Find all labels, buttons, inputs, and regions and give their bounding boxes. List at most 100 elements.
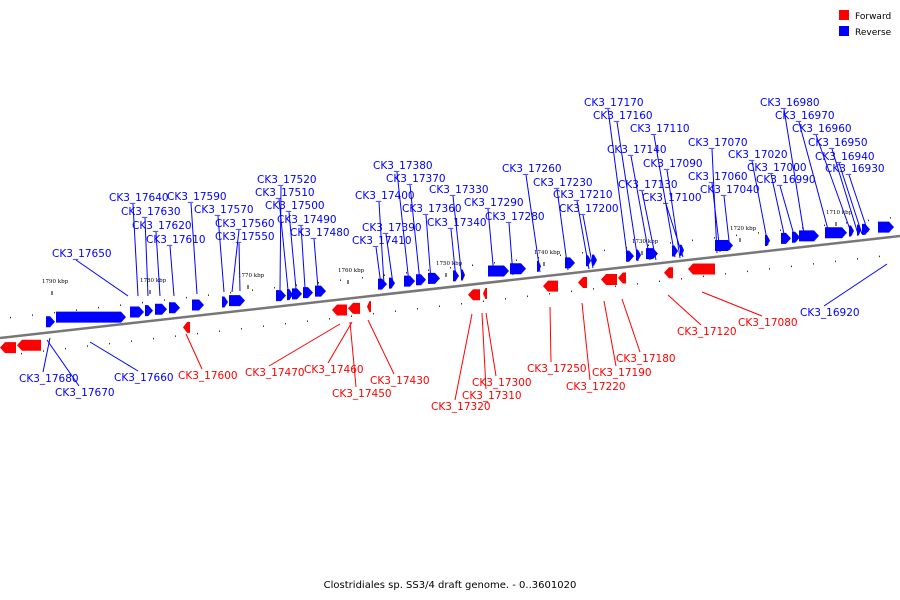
reverse-gene-label: CK3_17110: [630, 123, 690, 135]
reverse-gene-label: CK3_17130: [618, 179, 678, 191]
reverse-leader: [665, 203, 684, 258]
minor-mark: [461, 303, 462, 305]
reverse-gene: [592, 254, 597, 266]
minor-mark: [560, 254, 561, 257]
reverse-leader: [231, 229, 240, 293]
reverse-gene: [680, 244, 684, 256]
forward-gene: [601, 273, 617, 285]
minor-mark: [516, 259, 517, 262]
minor-mark: [857, 258, 858, 260]
reverse-gene-label: CK3_17630: [121, 206, 181, 218]
forward-gene-label: CK3_17600: [178, 370, 238, 382]
reverse-gene-label: CK3_17100: [642, 192, 702, 204]
minor-mark: [450, 267, 451, 269]
minor-mark: [637, 283, 638, 285]
reverse-gene-label: CK3_17070: [688, 137, 748, 149]
minor-mark: [505, 298, 506, 300]
reverse-leader: [144, 217, 149, 297]
reverse-gene-label: CK3_17090: [643, 158, 703, 170]
reverse-gene-label: CK3_17620: [132, 220, 192, 232]
reverse-gene: [56, 311, 126, 323]
minor-mark: [571, 290, 572, 293]
reverse-gene-label: CK3_17210: [553, 189, 613, 201]
minor-mark: [131, 340, 132, 342]
reverse-gene: [46, 316, 55, 328]
reverse-leader: [378, 201, 385, 285]
reverse-gene-label: CK3_17570: [194, 204, 254, 216]
minor-mark: [472, 264, 473, 267]
reverse-gene: [849, 225, 854, 237]
reverse-gene: [378, 278, 387, 290]
minor-mark: [879, 255, 880, 258]
minor-mark: [10, 316, 11, 319]
reverse-gene-label: CK3_17340: [427, 217, 487, 229]
minor-mark: [87, 345, 88, 347]
reverse-gene-label: CK3_17200: [559, 203, 619, 215]
minor-mark: [813, 263, 814, 265]
reverse-gene-label: CK3_17660: [114, 372, 174, 384]
minor-mark: [98, 306, 99, 309]
minor-mark: [835, 260, 836, 263]
forward-gene-label: CK3_17190: [592, 367, 652, 379]
reverse-gene: [488, 265, 509, 277]
reverse-leader: [831, 148, 859, 235]
reverse-gene: [192, 299, 204, 311]
minor-mark: [230, 291, 231, 294]
reverse-gene: [303, 287, 313, 299]
minor-mark: [65, 347, 66, 350]
legend-forward-swatch: [839, 10, 849, 20]
reverse-leader: [375, 246, 382, 286]
reverse-gene-label: CK3_17550: [215, 231, 275, 243]
reverse-gene-label: CK3_17230: [533, 177, 593, 189]
reverse-leader: [450, 228, 457, 280]
minor-mark: [714, 237, 715, 239]
minor-mark: [681, 278, 682, 280]
reverse-gene: [229, 295, 245, 307]
tick-label: 1710 kbp: [826, 210, 853, 216]
reverse-gene-label: CK3_16920: [800, 307, 860, 319]
reverse-gene-label: CK3_17500: [265, 200, 325, 212]
minor-mark: [428, 269, 429, 271]
minor-mark: [824, 224, 825, 227]
minor-mark: [296, 284, 297, 286]
forward-gene: [0, 342, 16, 354]
minor-mark: [109, 342, 110, 345]
reverse-leader: [582, 214, 594, 269]
reverse-leader: [783, 108, 806, 241]
minor-mark: [252, 289, 253, 291]
forward-gene: [348, 302, 360, 314]
reverse-leader: [607, 108, 629, 263]
reverse-leader: [217, 215, 225, 293]
forward-leader: [581, 302, 591, 381]
reverse-gene-label: CK3_16950: [808, 137, 868, 149]
forward-leader: [481, 312, 487, 390]
forward-leader: [185, 333, 203, 370]
legend-forward-label: Forward: [855, 12, 891, 22]
minor-mark: [120, 304, 121, 306]
forward-gene: [664, 267, 673, 279]
minor-mark: [692, 239, 693, 242]
reverse-leader: [798, 121, 831, 238]
forward-leader: [454, 313, 473, 401]
minor-mark: [384, 274, 385, 276]
minor-mark: [494, 262, 495, 264]
reverse-gene-label: CK3_17000: [747, 162, 807, 174]
reverse-gene-label: CK3_16930: [825, 163, 885, 175]
minor-mark: [780, 229, 781, 232]
forward-gene: [468, 289, 480, 301]
reverse-leader: [770, 173, 787, 244]
reverse-leader: [723, 195, 731, 251]
minor-mark: [329, 317, 330, 320]
reverse-leader: [155, 231, 161, 297]
forward-gene: [578, 276, 587, 288]
minor-mark: [406, 271, 407, 274]
reverse-gene-label: CK3_17490: [277, 214, 337, 226]
minor-mark: [186, 296, 187, 299]
reverse-leader: [779, 185, 797, 243]
minor-mark: [153, 337, 154, 340]
gene-labels: CK3_17650CK3_17640CK3_17630CK3_17620CK3_…: [19, 97, 885, 413]
reverse-gene: [878, 221, 894, 233]
minor-mark: [659, 280, 660, 283]
genome-caption: Clostridiales sp. SS3/4 draft genome. - …: [324, 580, 577, 591]
